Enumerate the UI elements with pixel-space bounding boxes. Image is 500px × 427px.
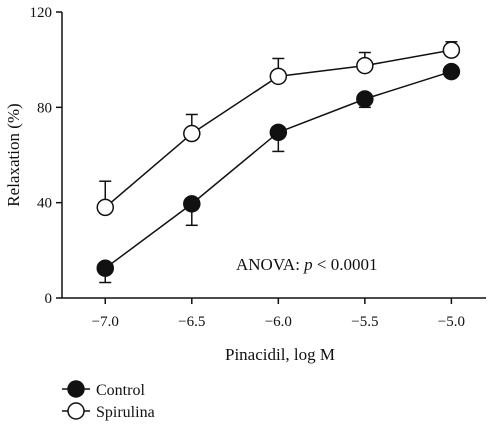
x-tick-label: −7.0 — [92, 314, 119, 330]
y-tick-label: 120 — [30, 5, 53, 21]
data-point — [96, 198, 115, 217]
data-point — [442, 62, 461, 81]
data-point — [269, 123, 288, 142]
axes: 0 40 80 120 −7.0 −6.5 −6.0 −5.5 −5.0 — [30, 5, 486, 330]
y-axis-label: Relaxation (%) — [4, 103, 23, 206]
legend-control-label: Control — [96, 382, 145, 399]
anova-prefix: ANOVA: — [236, 255, 304, 274]
x-tick-label: −5.5 — [351, 314, 378, 330]
legend-spirulina-label: Spirulina — [96, 404, 155, 421]
x-tick-label: −5.0 — [438, 314, 465, 330]
y-tick-label: 80 — [37, 100, 52, 116]
y-tick-label: 40 — [37, 196, 52, 212]
data-point — [96, 259, 115, 277]
series-line — [104, 70, 452, 269]
anova-p: p — [303, 255, 313, 274]
data-point — [269, 67, 288, 86]
legend-spirulina-marker — [67, 402, 85, 420]
series-layer — [96, 41, 461, 284]
x-tick-label: −6.5 — [178, 314, 205, 330]
y-tick-label: 0 — [45, 291, 53, 307]
x-tick-label: −6.0 — [265, 314, 292, 330]
data-point — [183, 195, 201, 213]
series-spirulina — [96, 41, 461, 217]
anova-annotation: ANOVA: p < 0.0001 — [236, 255, 378, 274]
data-point — [356, 56, 374, 75]
data-point — [356, 90, 374, 108]
data-point — [442, 41, 461, 59]
x-axis-label: Pinacidil, log M — [225, 345, 335, 364]
legend-control-marker — [67, 380, 85, 398]
legend: Control Spirulina — [62, 380, 155, 421]
data-point — [183, 124, 201, 143]
anova-suffix: < 0.0001 — [313, 255, 378, 274]
series-control — [96, 62, 461, 284]
